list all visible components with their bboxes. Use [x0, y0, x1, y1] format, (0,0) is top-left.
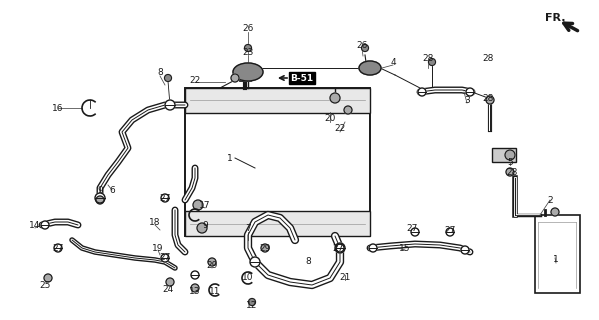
Circle shape — [95, 193, 105, 203]
Bar — [185, 211, 370, 236]
Circle shape — [166, 278, 174, 286]
Circle shape — [165, 75, 171, 82]
Circle shape — [344, 106, 352, 114]
Text: 4: 4 — [390, 58, 396, 67]
Circle shape — [96, 196, 104, 204]
Circle shape — [231, 74, 239, 82]
Text: 11: 11 — [209, 287, 221, 297]
Text: 22: 22 — [334, 124, 346, 132]
Text: 8: 8 — [305, 258, 311, 267]
Text: 17: 17 — [199, 201, 211, 210]
Text: 9: 9 — [202, 220, 208, 229]
Circle shape — [330, 93, 340, 103]
Circle shape — [335, 243, 345, 253]
Circle shape — [197, 223, 207, 233]
Text: 14: 14 — [29, 220, 41, 229]
Text: 9: 9 — [97, 186, 103, 195]
Circle shape — [411, 228, 419, 236]
Text: 10: 10 — [242, 274, 254, 283]
Text: 1: 1 — [553, 255, 559, 265]
Ellipse shape — [359, 61, 381, 75]
Circle shape — [418, 88, 426, 96]
Text: 5: 5 — [507, 157, 513, 166]
Text: 29: 29 — [259, 244, 271, 252]
Text: 6: 6 — [109, 186, 115, 195]
Circle shape — [506, 168, 514, 176]
Text: 27: 27 — [159, 194, 171, 203]
Text: 23: 23 — [243, 47, 254, 57]
Circle shape — [428, 59, 435, 66]
Text: 27: 27 — [52, 244, 63, 252]
Text: 13: 13 — [189, 287, 201, 297]
Text: 2: 2 — [547, 196, 553, 204]
Circle shape — [461, 246, 469, 254]
Circle shape — [244, 44, 252, 52]
Text: FR.: FR. — [545, 13, 565, 23]
Circle shape — [369, 244, 377, 252]
Circle shape — [551, 208, 559, 216]
Circle shape — [250, 257, 260, 267]
Circle shape — [161, 254, 169, 262]
Circle shape — [446, 228, 454, 236]
Circle shape — [261, 244, 269, 252]
Text: 28: 28 — [422, 53, 434, 62]
Text: 25: 25 — [40, 281, 51, 290]
Circle shape — [466, 88, 474, 96]
Bar — [185, 88, 370, 236]
Text: 26: 26 — [356, 41, 368, 50]
Circle shape — [161, 194, 169, 202]
Circle shape — [191, 271, 199, 279]
Text: 29: 29 — [206, 260, 217, 269]
Text: 18: 18 — [149, 218, 161, 227]
Text: B-51: B-51 — [291, 74, 313, 83]
Text: 19: 19 — [152, 244, 164, 252]
Text: 20: 20 — [324, 114, 335, 123]
Circle shape — [193, 200, 203, 210]
Text: 27: 27 — [406, 223, 418, 233]
Circle shape — [191, 284, 199, 292]
Circle shape — [165, 100, 175, 110]
Text: 15: 15 — [400, 244, 411, 252]
Circle shape — [362, 44, 368, 52]
Bar — [492, 148, 516, 162]
Text: 1: 1 — [227, 154, 233, 163]
Text: 27: 27 — [159, 253, 171, 262]
Text: 8: 8 — [157, 68, 163, 76]
Bar — [535, 215, 580, 293]
Text: 22: 22 — [189, 76, 201, 84]
Text: 16: 16 — [52, 103, 63, 113]
Circle shape — [41, 221, 49, 229]
Circle shape — [505, 150, 515, 160]
Circle shape — [54, 244, 62, 252]
Circle shape — [486, 96, 494, 104]
Text: 26: 26 — [243, 23, 254, 33]
Text: 3: 3 — [464, 95, 470, 105]
Text: 28: 28 — [482, 53, 494, 62]
Text: 28: 28 — [482, 93, 494, 102]
Text: 7: 7 — [245, 223, 251, 233]
Circle shape — [44, 274, 52, 282]
Text: 24: 24 — [162, 285, 174, 294]
Ellipse shape — [233, 63, 263, 81]
Text: 12: 12 — [246, 300, 258, 309]
Circle shape — [336, 244, 344, 252]
Text: 27: 27 — [332, 244, 344, 252]
Text: 28: 28 — [506, 167, 518, 177]
Circle shape — [208, 258, 216, 266]
Text: 27: 27 — [444, 226, 456, 235]
Circle shape — [249, 299, 256, 306]
Text: 21: 21 — [339, 274, 350, 283]
Bar — [185, 88, 370, 113]
